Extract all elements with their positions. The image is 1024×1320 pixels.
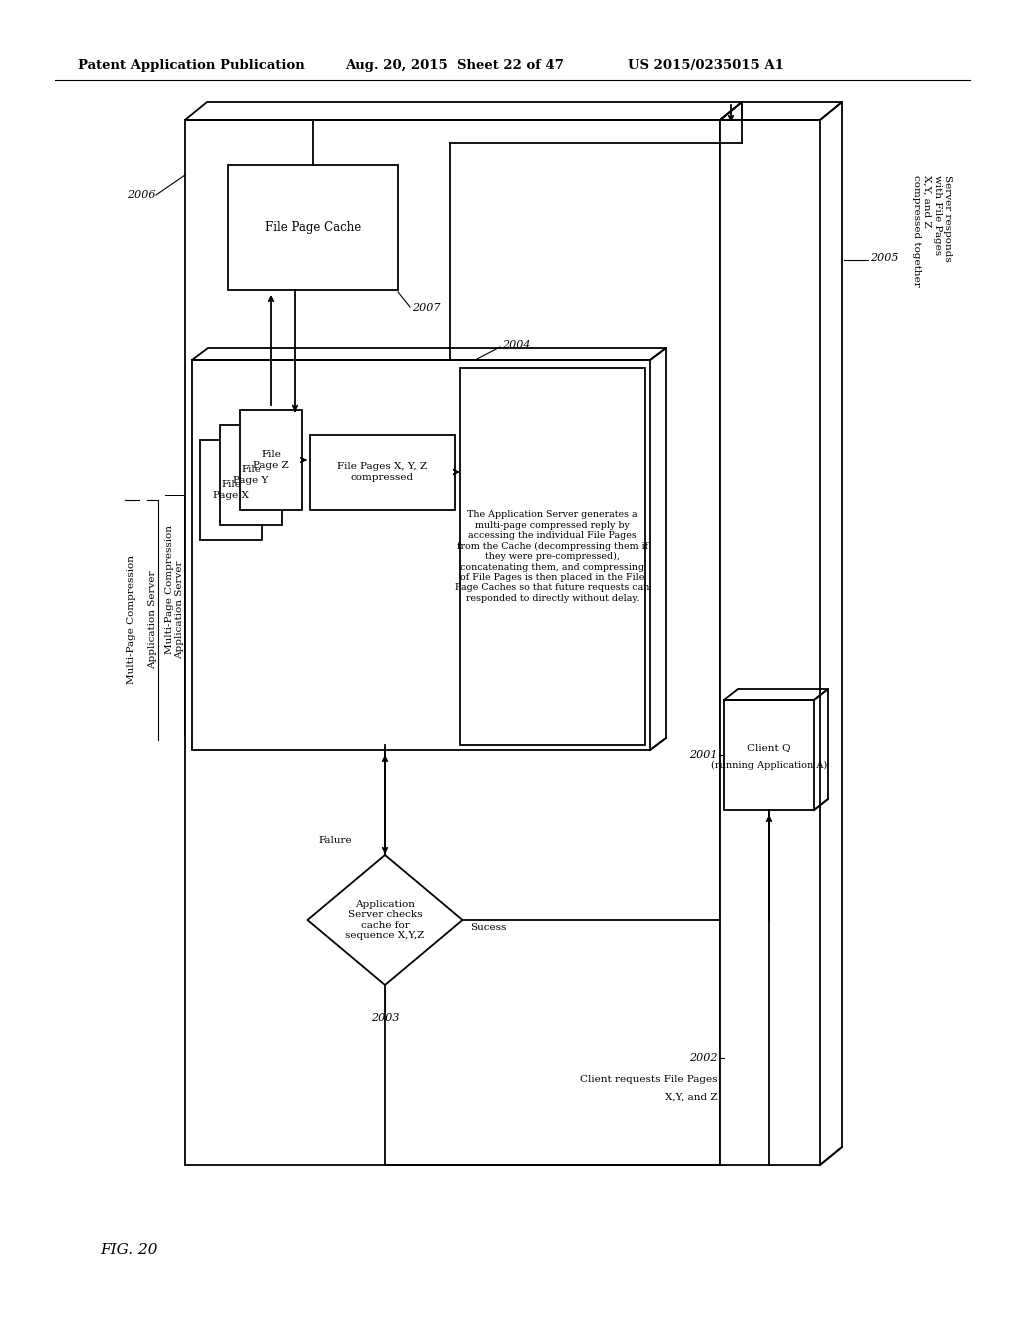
Text: 2001: 2001 xyxy=(689,750,718,760)
Text: 2006: 2006 xyxy=(128,190,156,201)
Text: Patent Application Publication: Patent Application Publication xyxy=(78,59,305,73)
Bar xyxy=(720,120,820,1166)
Text: Multi-Page Compression: Multi-Page Compression xyxy=(166,525,174,655)
Text: Sucess: Sucess xyxy=(470,924,507,932)
Bar xyxy=(460,368,645,744)
Text: Falure: Falure xyxy=(318,836,352,845)
Text: 2005: 2005 xyxy=(870,253,898,263)
Text: 2003: 2003 xyxy=(371,1012,399,1023)
Text: File Page Cache: File Page Cache xyxy=(265,220,361,234)
Bar xyxy=(310,436,455,510)
Text: Server responds
with File Pages
X,Y, and Z
compressed together: Server responds with File Pages X,Y, and… xyxy=(912,176,952,286)
Text: Multi-Page Compression: Multi-Page Compression xyxy=(128,556,136,685)
Bar xyxy=(228,165,398,290)
Text: 2007: 2007 xyxy=(412,304,440,313)
Bar xyxy=(240,411,302,510)
Text: Application Server: Application Server xyxy=(148,570,158,669)
Text: Application Server: Application Server xyxy=(175,561,184,659)
Bar xyxy=(185,120,720,1166)
Text: FIG. 20: FIG. 20 xyxy=(100,1243,158,1257)
Text: File Pages X, Y, Z
compressed: File Pages X, Y, Z compressed xyxy=(337,462,427,482)
Bar xyxy=(200,440,262,540)
Text: X,Y, and Z: X,Y, and Z xyxy=(666,1093,718,1101)
Text: File
Page Z: File Page Z xyxy=(253,450,289,470)
Text: Client Q: Client Q xyxy=(748,743,791,752)
Text: US 2015/0235015 A1: US 2015/0235015 A1 xyxy=(628,59,784,73)
Text: 2004: 2004 xyxy=(502,341,530,350)
Text: Client requests File Pages: Client requests File Pages xyxy=(581,1076,718,1085)
Bar xyxy=(193,360,650,750)
Text: The Application Server generates a
multi-page compressed reply by
accessing the : The Application Server generates a multi… xyxy=(456,511,649,603)
Text: (running Application A): (running Application A) xyxy=(711,760,827,770)
Text: File
Page Y: File Page Y xyxy=(233,465,268,484)
Text: File
Page X: File Page X xyxy=(213,480,249,500)
Text: Aug. 20, 2015  Sheet 22 of 47: Aug. 20, 2015 Sheet 22 of 47 xyxy=(345,59,564,73)
Text: Application
Server checks
cache for
sequence X,Y,Z: Application Server checks cache for sequ… xyxy=(345,900,425,940)
Text: 2002: 2002 xyxy=(689,1053,718,1063)
Bar xyxy=(724,700,814,810)
Bar xyxy=(220,425,282,525)
